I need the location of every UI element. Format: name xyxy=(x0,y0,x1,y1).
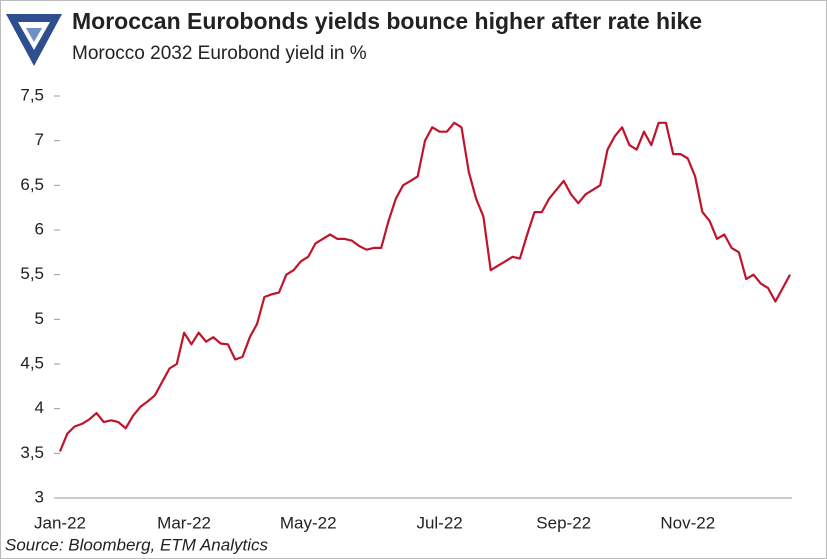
y-tick-label: 7,5 xyxy=(20,85,44,104)
line xyxy=(58,121,791,452)
y-tick-label: 3,5 xyxy=(20,443,44,462)
x-tick-label: Sep-22 xyxy=(536,513,591,532)
y-tick-label: 5,5 xyxy=(20,264,44,283)
x-tick-label: Nov-22 xyxy=(660,513,715,532)
y-tick-label: 5 xyxy=(35,309,44,328)
logo xyxy=(6,14,62,66)
x-tick-label: Jul-22 xyxy=(416,513,462,532)
chart-title: Moroccan Eurobonds yields bounce higher … xyxy=(72,8,702,34)
y-tick-label: 4,5 xyxy=(20,353,44,372)
y-tick-label: 6,5 xyxy=(20,175,44,194)
chart-subtitle: Morocco 2032 Eurobond yield in % xyxy=(72,43,367,64)
y-tick-label: 3 xyxy=(35,487,44,506)
x-tick-label: May-22 xyxy=(280,513,337,532)
x-tick-label: Mar-22 xyxy=(157,513,211,532)
y-tick-label: 6 xyxy=(35,219,44,238)
y-tick-label: 4 xyxy=(35,398,44,417)
x-tick-label: Jan-22 xyxy=(34,513,86,532)
source: Source: Bloomberg, ETM Analytics xyxy=(5,535,268,554)
y-tick-label: 7 xyxy=(35,130,44,149)
